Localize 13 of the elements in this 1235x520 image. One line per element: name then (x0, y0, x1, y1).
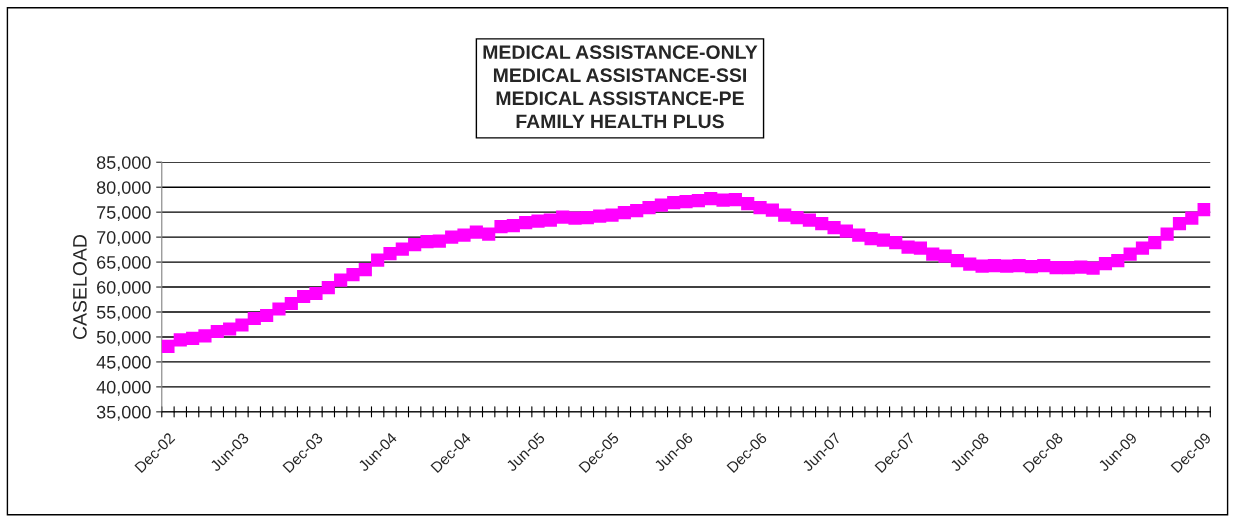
y-tick-label: 45,000 (96, 355, 151, 371)
y-tick-label: 70,000 (97, 231, 151, 246)
y-tick-label: 75,000 (97, 206, 151, 222)
y-tick-label: 50,000 (96, 330, 151, 346)
y-tick-label: 35,000 (96, 405, 151, 421)
y-tick-label: 55,000 (96, 305, 151, 321)
y-tick-label: 40,000 (96, 380, 151, 396)
y-tick-label: 85,000 (96, 156, 151, 172)
y-axis-title: CASELOAD (72, 235, 87, 339)
y-tick-label: 80,000 (96, 181, 151, 197)
y-tick-label: 65,000 (97, 256, 151, 271)
y-tick-label: 60,000 (97, 280, 151, 296)
chart-title: MEDICAL ASSISTANCE-ONLY MEDICAL ASSISTANCE-SSI MEDICAL ASSISTANCE-PE FAMILY HEALTH PLUS (483, 45, 758, 129)
